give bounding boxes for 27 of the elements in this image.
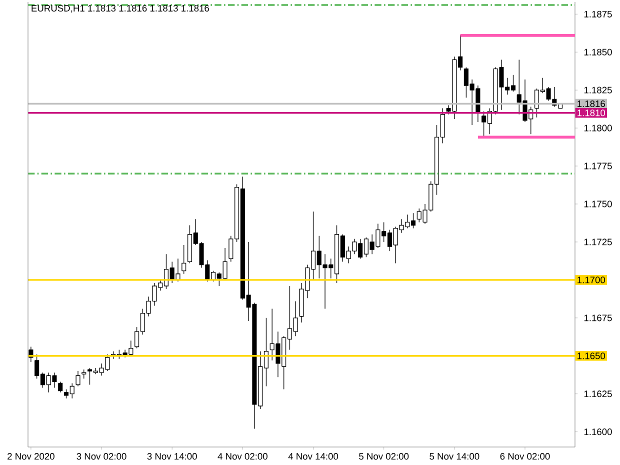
y-tick-label: 1.1675 [584,314,612,322]
y-tick-label: 1.1725 [584,238,612,246]
y-tick-label: 1.1775 [584,162,612,170]
ref-line-label: 1.1816 [578,100,605,108]
candlestick [82,369,86,379]
x-tick-label: 5 Nov 14:00 [430,453,480,460]
candlestick [182,244,186,274]
x-tick-label: 4 Nov 14:00 [288,453,338,460]
y-tick-label: 1.1850 [584,48,612,56]
x-tick-label: 6 Nov 02:00 [500,453,550,460]
y-tick-label: 1.1875 [584,10,612,18]
candlestick [58,381,63,393]
x-tick-label: 5 Nov 02:00 [359,453,409,460]
ref-line-label: 1.1700 [578,276,606,284]
candlestick [76,370,80,387]
x-tick-label: 4 Nov 02:00 [218,453,268,460]
y-tick-label: 1.1800 [584,124,612,132]
x-tick-label: 2 Nov 2020 [8,453,54,460]
ref-line-label: 1.1650 [578,352,606,360]
y-tick-label: 1.1750 [584,200,612,208]
y-tick-label: 1.1625 [584,390,612,398]
chart-title: EURUSD,H1 1.1813 1.1816 1.1813 1.1816 [32,4,209,13]
x-tick-label: 3 Nov 02:00 [76,453,126,460]
x-tick-label: 3 Nov 14:00 [147,453,197,460]
ref-line-label: 1.1810 [578,110,606,116]
y-tick-label: 1.1600 [584,428,612,436]
y-tick-label: 1.1825 [584,86,612,94]
